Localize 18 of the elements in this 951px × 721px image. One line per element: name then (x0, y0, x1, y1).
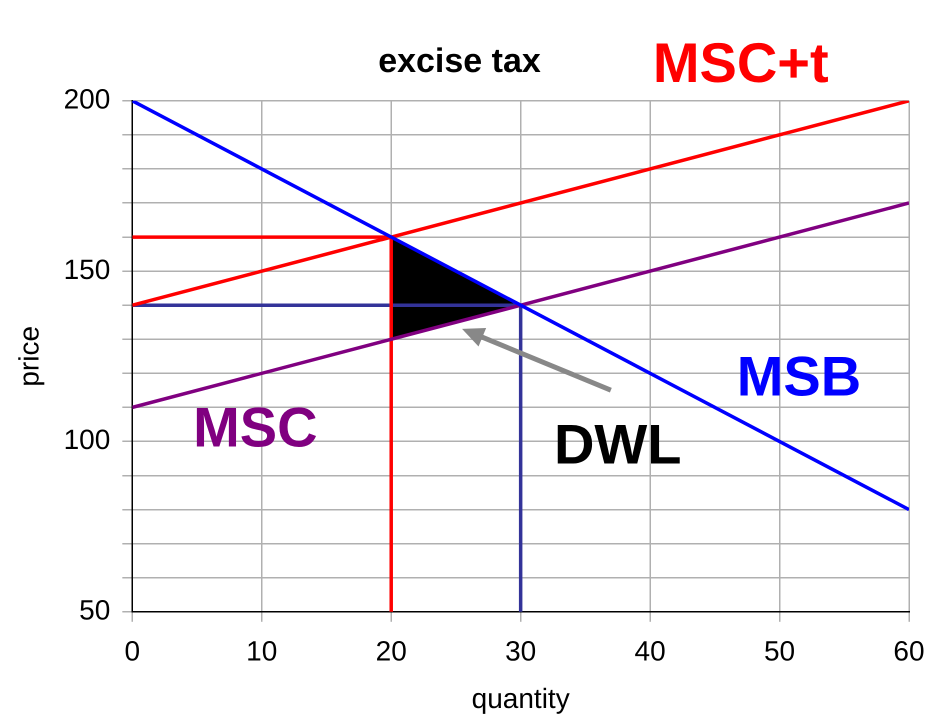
series-label: MSC+t (652, 31, 829, 94)
y-tick-label: 50 (79, 594, 110, 626)
x-tick-label: 20 (376, 635, 407, 666)
y-axis-title: price (14, 326, 45, 387)
text: DWL (554, 412, 682, 476)
x-tick-label: 40 (634, 635, 666, 666)
y-tick-label: 100 (64, 424, 110, 456)
x-tick-label: 60 (893, 635, 925, 666)
x-tick-label: 50 (764, 635, 796, 666)
x-axis-title: quantity (472, 682, 570, 714)
x-tick-label: 30 (505, 635, 536, 666)
y-tick-label: 200 (64, 84, 110, 115)
series-label: MSC (193, 396, 318, 459)
chart-title: excise tax (378, 42, 541, 80)
y-tick-label: 150 (64, 254, 110, 285)
series-label: MSB (736, 344, 862, 408)
x-tick-label: 10 (246, 635, 278, 666)
x-tick-label: 0 (124, 635, 140, 666)
